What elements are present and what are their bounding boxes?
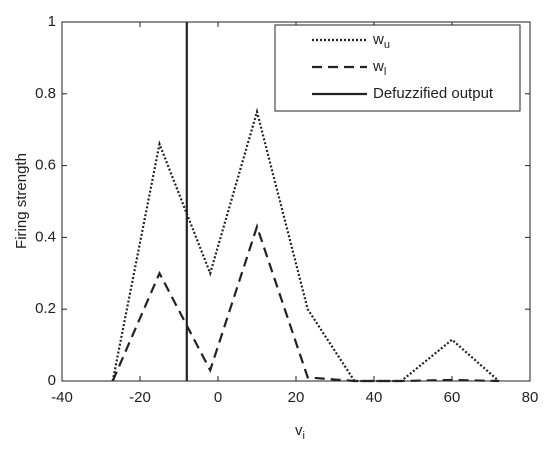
plot-content: -40 -20 0 20 40 60 8000.20.40.60.81wuwlDefuzzi… — [35, 13, 538, 406]
y-tick-label: 1 — [48, 13, 56, 30]
x-tick-label: 60 — [444, 389, 461, 406]
series-line — [111, 107, 500, 383]
y-axis-label: Firing strength — [13, 153, 30, 249]
legend-label-sub: u — [384, 39, 390, 51]
x-tick-label: -40 — [51, 389, 73, 406]
y-tick-label: 0 — [48, 372, 56, 389]
x-axis-label: vi — [295, 422, 305, 442]
x-tick-label: 40 — [366, 389, 383, 406]
x-axis-label-sub: i — [303, 430, 305, 442]
y-tick-label: 0.8 — [35, 85, 56, 102]
x-tick-label: 0 — [214, 389, 222, 406]
legend-label: wu — [372, 31, 390, 51]
x-tick-label: 20 — [288, 389, 305, 406]
x-tick-label: -20 — [129, 389, 151, 406]
legend-label-main: w — [372, 31, 384, 48]
x-axis-label-main: v — [295, 422, 303, 439]
y-tick-label: 0.2 — [35, 300, 56, 317]
x-tick-label: 80 — [522, 389, 539, 406]
y-tick-label: 0.6 — [35, 157, 56, 174]
series-line — [111, 223, 499, 383]
legend-label: wl — [372, 58, 386, 78]
y-tick-label: 0.4 — [35, 228, 56, 245]
legend-label-sub: l — [384, 66, 386, 78]
legend-label-main: Defuzzified output — [373, 85, 494, 102]
legend-label-main: w — [372, 58, 384, 75]
legend-label: Defuzzified output — [373, 85, 494, 102]
